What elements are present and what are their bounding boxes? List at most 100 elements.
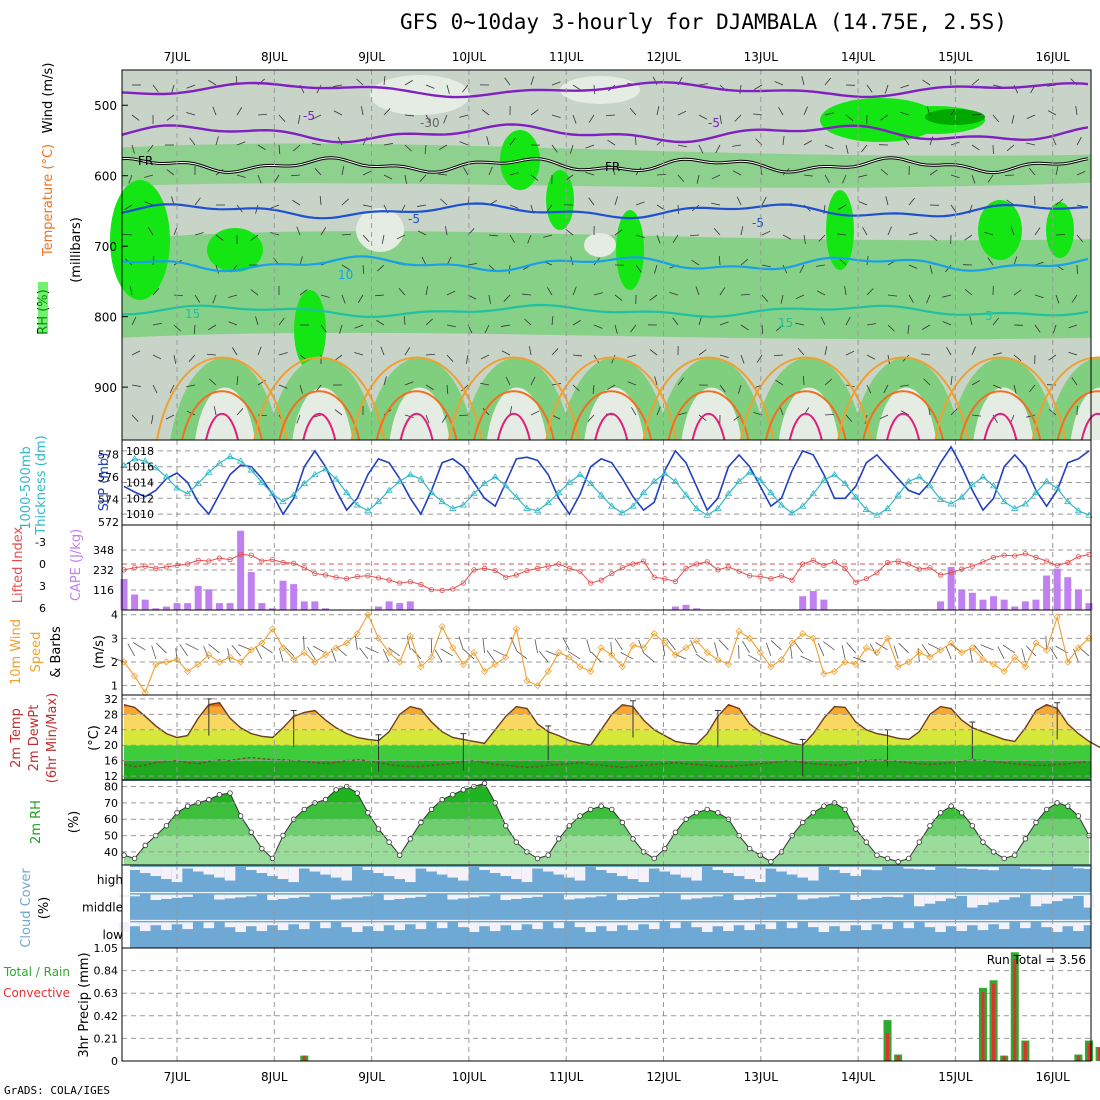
wind-barb xyxy=(761,294,769,303)
wind-barb xyxy=(186,112,196,116)
lifted-index-point xyxy=(206,558,212,564)
pressure-tick-label: 800 xyxy=(94,311,117,325)
cloud-gap xyxy=(818,922,830,933)
wind-barb xyxy=(588,114,595,123)
cloud-gap xyxy=(712,894,724,897)
cloud-gap xyxy=(574,894,586,899)
wind-barb xyxy=(884,84,889,94)
cloud-gap xyxy=(754,867,766,883)
wind-barb xyxy=(627,354,637,358)
thickness-point xyxy=(1074,506,1083,514)
rh-point xyxy=(513,839,520,845)
wind-barb-10m xyxy=(638,639,644,654)
wind-barb-10m xyxy=(718,639,729,651)
wind-barb-10m xyxy=(482,638,485,653)
thickness-point xyxy=(1011,504,1019,511)
cloud-gap xyxy=(118,922,130,933)
cloud-gap xyxy=(150,867,162,877)
wind-barb xyxy=(530,376,536,386)
lifted-index-point xyxy=(587,580,594,586)
top-date-label: 9JUL xyxy=(358,50,385,64)
thickness-point xyxy=(1042,477,1051,484)
temp-contour-30 xyxy=(496,412,531,441)
cloud-gap xyxy=(691,922,702,928)
wind-speed-point xyxy=(459,660,467,668)
wind-barb xyxy=(147,227,154,236)
cloud-gap xyxy=(224,894,236,899)
thickness-point xyxy=(597,491,605,498)
cloud-gap xyxy=(861,894,872,899)
wind-barb xyxy=(887,294,897,297)
lifted-index-point xyxy=(365,573,371,579)
rh-point xyxy=(768,859,774,865)
wind-barb xyxy=(446,290,456,296)
wind-barb xyxy=(488,166,493,176)
wind-speed-point xyxy=(809,634,817,642)
precip-legend-convective: Convective xyxy=(3,986,70,1000)
cloud-gap xyxy=(542,867,554,872)
cloud-gap xyxy=(595,894,607,897)
wind-barb xyxy=(866,288,874,296)
cape-bar xyxy=(226,603,234,610)
cloud-gap xyxy=(553,922,565,929)
rh-point xyxy=(757,852,763,858)
rh-point xyxy=(948,803,954,809)
wind-barb xyxy=(923,378,931,386)
lifted-index-point xyxy=(959,566,965,572)
wind-barb xyxy=(509,406,513,416)
cloud-gap xyxy=(988,867,999,871)
wind-barb xyxy=(672,234,679,243)
lifted-index-point xyxy=(471,567,477,573)
precip-convective-bar xyxy=(1076,1055,1080,1061)
wind-speed-point xyxy=(279,644,287,652)
temp-contour-30 xyxy=(691,412,726,441)
temp-contour-30 xyxy=(983,412,1018,441)
wind-speed-point xyxy=(311,658,319,666)
rh-point xyxy=(206,796,212,803)
cloud-gap xyxy=(468,922,480,933)
cloud-gap xyxy=(744,922,755,931)
wind-barb-10m xyxy=(463,649,475,660)
cloud-gap xyxy=(415,867,427,869)
thickness-point xyxy=(364,506,372,514)
cloud-gap xyxy=(903,922,915,929)
wind-barb-10m xyxy=(354,636,358,651)
wind-barb xyxy=(739,84,742,94)
lifted-index-point xyxy=(142,563,148,569)
cloud-gap xyxy=(330,894,342,900)
cloud-gap xyxy=(723,867,734,874)
wind-speed-point xyxy=(226,653,234,661)
cloud-gap xyxy=(733,922,745,926)
rh-point xyxy=(598,803,604,809)
wind-barb xyxy=(773,354,784,357)
wind-barb xyxy=(761,264,771,268)
cape-bar xyxy=(237,530,245,610)
cape-bar xyxy=(406,601,414,610)
lifted-index-point xyxy=(821,562,827,569)
cloud-gap xyxy=(797,867,808,878)
cloud-gap xyxy=(511,867,522,880)
cloud-gap xyxy=(627,894,639,899)
thickness-point xyxy=(714,504,722,511)
thickness-point xyxy=(449,504,457,511)
thickness-point xyxy=(608,502,616,509)
wind-barb xyxy=(585,171,595,176)
thickness-point xyxy=(989,482,998,489)
wind-barb xyxy=(698,144,704,154)
wind-barb xyxy=(299,289,308,296)
wind-barb xyxy=(551,144,558,153)
thickness-point xyxy=(152,464,160,471)
rh-point xyxy=(916,839,923,845)
cape-bar xyxy=(1043,575,1051,610)
wind-barb xyxy=(713,227,721,236)
wind-barb xyxy=(607,139,616,146)
cape-bar xyxy=(247,572,255,610)
cape-bar xyxy=(968,592,976,610)
wind-barb xyxy=(320,324,327,333)
thickness-point xyxy=(661,469,669,476)
wind-barb xyxy=(656,406,661,416)
precip-tick-label: 1.05 xyxy=(94,942,119,955)
lifted-index-point xyxy=(937,572,944,578)
wind-barb xyxy=(404,347,411,356)
thickness-point xyxy=(724,490,733,497)
